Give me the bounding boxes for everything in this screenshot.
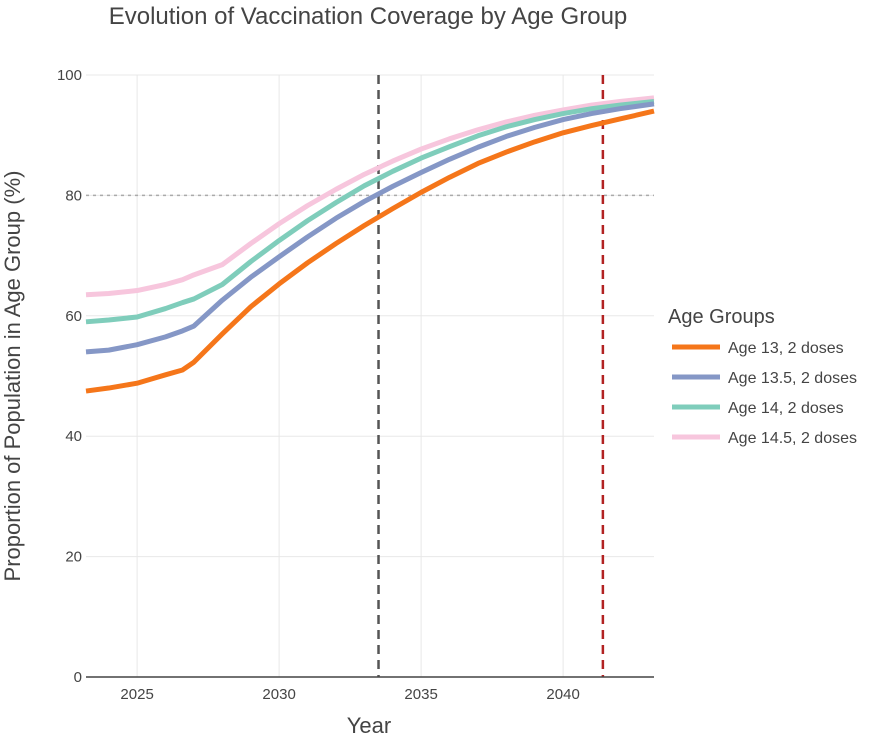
legend-title: Age Groups	[668, 306, 775, 328]
reference-lines	[86, 75, 654, 677]
series-line-4	[85, 95, 655, 298]
x-tick-label: 2040	[546, 686, 579, 703]
series-line-2	[85, 101, 655, 355]
legend-label: Age 14.5, 2 doses	[728, 430, 857, 447]
y-tick-label: 60	[65, 308, 82, 325]
x-tick-label: 2025	[120, 686, 153, 703]
legend-label: Age 13.5, 2 doses	[728, 370, 857, 387]
x-tick-label: 2035	[404, 686, 437, 703]
series-layer	[85, 95, 655, 394]
legend-label: Age 13, 2 doses	[728, 340, 844, 357]
series-line-1	[85, 108, 655, 394]
y-tick-label: 100	[57, 67, 82, 84]
y-tick-label: 0	[74, 669, 82, 686]
y-tick-label: 20	[65, 549, 82, 566]
legend-label: Age 14, 2 doses	[728, 400, 844, 417]
legend: Age Groups Age 13, 2 doses Age 13.5, 2 do…	[668, 306, 857, 447]
y-tick-label: 40	[65, 428, 82, 445]
chart-title: Evolution of Vaccination Coverage by Age…	[109, 3, 628, 30]
y-tick-label: 80	[65, 187, 82, 204]
x-tick-label: 2030	[262, 686, 295, 703]
grid-layer	[86, 74, 654, 677]
x-axis-title: Year	[347, 713, 391, 736]
y-axis-title: Proportion of Population in Age Group (%…	[0, 171, 25, 582]
series-line-3	[85, 99, 655, 325]
